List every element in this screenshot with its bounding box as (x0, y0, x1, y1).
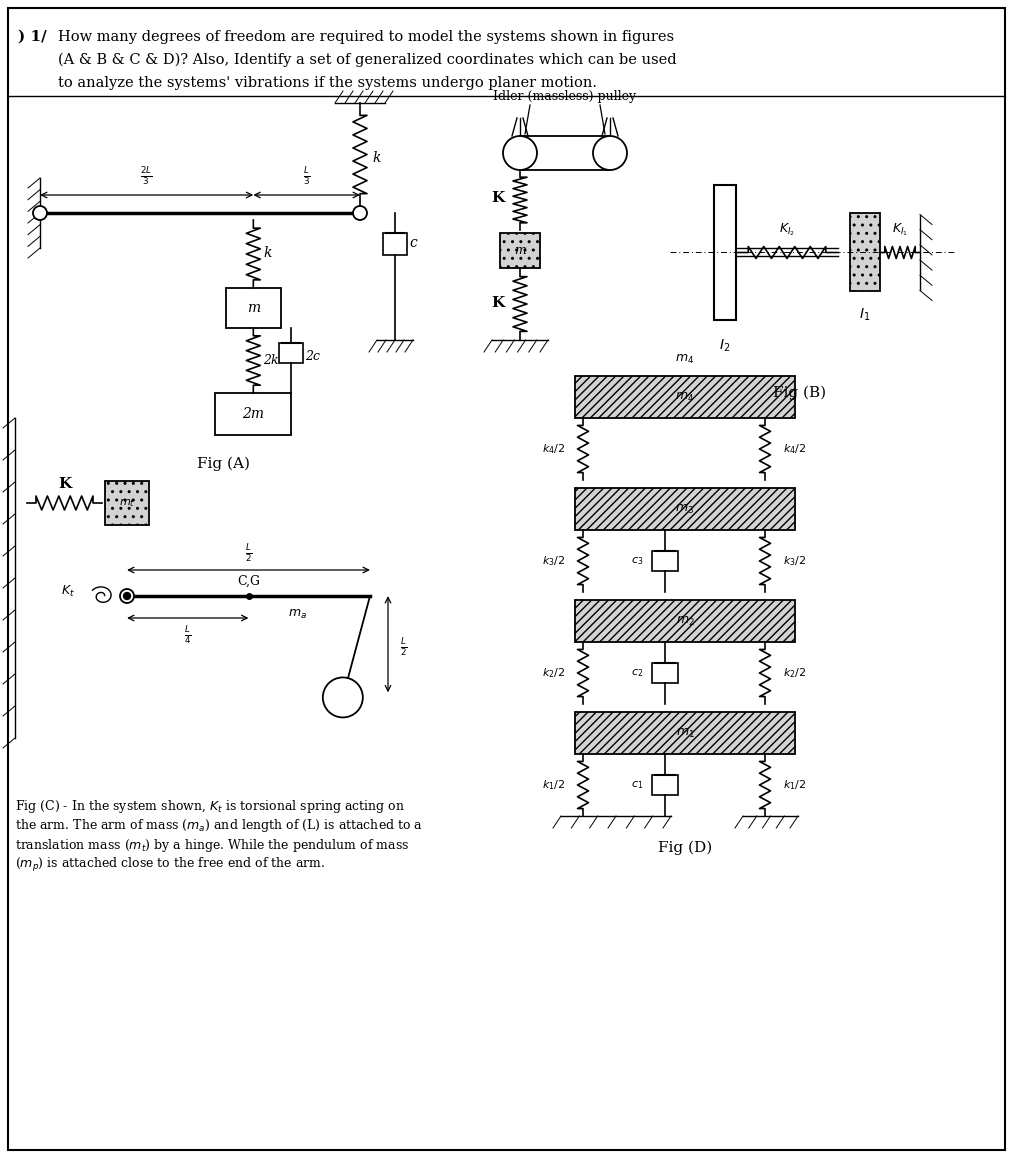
Circle shape (503, 135, 537, 170)
Text: $\frac{L}{4}$: $\frac{L}{4}$ (184, 624, 191, 646)
Bar (652, 775, 678, 796)
Bar (383, 233, 407, 255)
Text: K: K (491, 296, 505, 310)
Text: $\frac{2L}{3}$: $\frac{2L}{3}$ (141, 166, 153, 186)
Bar (575, 376, 795, 418)
Text: $k_1/2$: $k_1/2$ (783, 778, 806, 792)
Text: $K_{I_1}$: $K_{I_1}$ (892, 222, 908, 239)
Text: $m_a$: $m_a$ (288, 608, 307, 621)
Bar (105, 481, 149, 525)
Text: $c_2$: $c_2$ (631, 667, 643, 679)
Circle shape (323, 677, 363, 718)
Text: m: m (247, 301, 260, 315)
Circle shape (124, 593, 131, 600)
Text: $k_2/2$: $k_2/2$ (783, 666, 806, 680)
Text: k: k (263, 245, 271, 261)
Bar (652, 551, 678, 571)
Text: ) 1/: ) 1/ (18, 30, 47, 44)
Text: 2k: 2k (263, 354, 279, 367)
Bar (226, 288, 281, 328)
Circle shape (33, 206, 47, 220)
Text: How many degrees of freedom are required to model the systems shown in figures: How many degrees of freedom are required… (58, 30, 674, 44)
Bar (500, 233, 540, 267)
Text: $m_4$: $m_4$ (676, 353, 695, 366)
Text: Fig (D): Fig (D) (657, 841, 712, 856)
Text: to analyze the systems' vibrations if the systems undergo planer motion.: to analyze the systems' vibrations if th… (58, 76, 597, 90)
Text: 2m: 2m (242, 406, 264, 422)
Text: Fig (A): Fig (A) (197, 457, 250, 471)
Text: $\frac{L}{3}$: $\frac{L}{3}$ (303, 166, 310, 186)
Text: k: k (372, 151, 380, 164)
Bar (280, 343, 303, 362)
Text: K: K (58, 477, 71, 491)
Bar (575, 712, 795, 754)
Bar (216, 393, 292, 435)
Text: $m_1$: $m_1$ (676, 726, 695, 740)
Text: c: c (409, 236, 416, 250)
Bar (575, 488, 795, 530)
Text: $I_1$: $I_1$ (859, 307, 870, 323)
Bar (575, 600, 795, 642)
Text: $K_{I_2}$: $K_{I_2}$ (779, 222, 795, 239)
Text: C,G: C,G (237, 576, 260, 588)
Bar (714, 185, 736, 320)
Bar (652, 664, 678, 683)
Text: $k_3/2$: $k_3/2$ (542, 554, 565, 567)
Circle shape (353, 206, 367, 220)
Text: 2c: 2c (305, 350, 320, 362)
Text: Idler (massless) pulley: Idler (massless) pulley (493, 90, 636, 103)
Text: $\frac{L}{2}$: $\frac{L}{2}$ (245, 542, 252, 564)
Text: $m_4$: $m_4$ (676, 390, 695, 403)
Text: $k_2/2$: $k_2/2$ (542, 666, 565, 680)
Text: $m_3$: $m_3$ (676, 503, 695, 515)
Text: $\frac{L}{2}$: $\frac{L}{2}$ (400, 636, 407, 658)
Text: K: K (491, 191, 505, 205)
Circle shape (120, 589, 134, 603)
Text: $c_3$: $c_3$ (631, 555, 643, 567)
Text: Fig (B): Fig (B) (774, 386, 827, 401)
Text: $k_1/2$: $k_1/2$ (542, 778, 565, 792)
Text: Fig (C) - In the system shown, $K_t$ is torsional spring acting on
the arm. The : Fig (C) - In the system shown, $K_t$ is … (15, 798, 423, 874)
Text: $k_3/2$: $k_3/2$ (783, 554, 806, 567)
Text: $k_4/2$: $k_4/2$ (542, 442, 565, 456)
Text: $m_t$: $m_t$ (119, 497, 135, 508)
Text: $K_t$: $K_t$ (61, 584, 75, 599)
Text: $k_4/2$: $k_4/2$ (783, 442, 806, 456)
Bar (850, 213, 880, 292)
Text: $m_2$: $m_2$ (676, 615, 694, 628)
Text: $I_2$: $I_2$ (719, 338, 730, 354)
Circle shape (593, 135, 627, 170)
Text: (A & B & C & D)? Also, Identify a set of generalized coordinates which can be us: (A & B & C & D)? Also, Identify a set of… (58, 53, 677, 67)
Text: m: m (514, 244, 526, 257)
Text: $c_1$: $c_1$ (631, 779, 643, 791)
Text: $m_p$: $m_p$ (334, 690, 352, 704)
